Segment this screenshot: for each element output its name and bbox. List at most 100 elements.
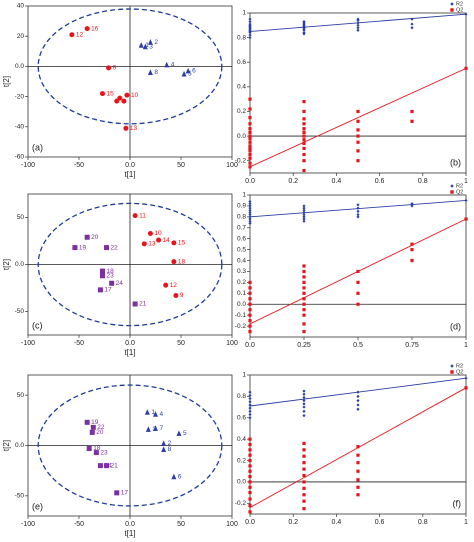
data-point bbox=[356, 213, 360, 217]
data-point bbox=[248, 464, 252, 468]
data-point bbox=[69, 32, 75, 38]
data-point bbox=[356, 493, 360, 497]
data-point bbox=[248, 210, 252, 215]
point-label: 12 bbox=[76, 31, 84, 38]
point-label: 18 bbox=[178, 258, 186, 265]
y-tick-label: -60 bbox=[15, 154, 25, 161]
point-label: 17 bbox=[104, 287, 112, 294]
data-point bbox=[248, 208, 252, 212]
y-tick-label: 0.0 bbox=[15, 261, 24, 268]
data-point bbox=[356, 28, 360, 32]
data-point bbox=[147, 230, 153, 236]
data-point bbox=[248, 140, 252, 144]
data-point bbox=[99, 268, 105, 274]
point-label: 9 bbox=[113, 65, 117, 72]
data-point bbox=[302, 141, 306, 146]
y-tick-label: 0.4 bbox=[237, 257, 246, 264]
data-point bbox=[302, 486, 306, 490]
data-point bbox=[302, 217, 306, 221]
point-label: 2 bbox=[168, 440, 172, 447]
data-point bbox=[302, 215, 306, 219]
data-point bbox=[464, 376, 468, 380]
data-point bbox=[132, 301, 138, 307]
point-label: 18 bbox=[106, 268, 114, 275]
data-point bbox=[356, 215, 360, 219]
data-point bbox=[248, 17, 252, 21]
data-point bbox=[356, 390, 360, 394]
legend-marker bbox=[450, 184, 454, 188]
data-point bbox=[302, 313, 306, 317]
y-tick-label: 0.4 bbox=[237, 436, 246, 443]
x-tick-label: 0.0 bbox=[125, 340, 135, 347]
data-point bbox=[302, 146, 306, 150]
data-point bbox=[302, 414, 306, 418]
x-tick-label: 0.4 bbox=[332, 519, 342, 526]
data-point bbox=[248, 412, 252, 417]
data-point bbox=[302, 402, 306, 406]
data-point bbox=[356, 149, 360, 153]
point-label: 17 bbox=[121, 490, 129, 497]
data-point bbox=[90, 424, 96, 430]
data-point bbox=[356, 453, 360, 457]
y-axis-label: t[2] bbox=[2, 440, 11, 451]
data-point bbox=[410, 242, 414, 246]
data-point bbox=[124, 92, 130, 98]
data-point bbox=[356, 445, 360, 449]
y-tick-label: -50 bbox=[15, 308, 25, 315]
point-label: 20 bbox=[96, 429, 104, 436]
data-point bbox=[248, 20, 252, 24]
y-axis-label: t[2] bbox=[2, 76, 11, 87]
data-point bbox=[356, 394, 360, 398]
confidence-ellipse bbox=[37, 384, 223, 507]
point-label: 10 bbox=[154, 230, 162, 237]
point-label: 3 bbox=[149, 43, 153, 50]
data-point bbox=[248, 286, 252, 290]
regression-line bbox=[249, 67, 467, 168]
data-point bbox=[410, 22, 414, 26]
data-point bbox=[84, 26, 90, 32]
data-point bbox=[181, 70, 187, 77]
data-point bbox=[356, 17, 360, 21]
x-tick-label: 1 bbox=[464, 342, 468, 349]
x-tick-label: 1 bbox=[464, 519, 468, 526]
data-point bbox=[248, 165, 252, 169]
data-point bbox=[302, 20, 306, 24]
data-point bbox=[356, 461, 360, 465]
point-label: 23 bbox=[100, 449, 108, 456]
data-point bbox=[302, 395, 306, 400]
legend-label: Q2 bbox=[456, 7, 463, 13]
point-label: 13 bbox=[148, 241, 156, 248]
data-point bbox=[356, 209, 360, 213]
x-tick-label: 50 bbox=[177, 521, 185, 528]
data-point bbox=[302, 269, 306, 274]
y-tick-label: 0.1 bbox=[237, 290, 246, 297]
data-point bbox=[464, 66, 468, 70]
data-point bbox=[356, 119, 360, 123]
legend-marker bbox=[450, 8, 454, 12]
data-point bbox=[248, 156, 252, 160]
data-point bbox=[302, 138, 306, 142]
data-point bbox=[302, 454, 306, 458]
y-tick-label: -0.2 bbox=[235, 323, 247, 330]
x-tick-label: 50 bbox=[177, 340, 185, 347]
data-point bbox=[248, 33, 252, 37]
data-point bbox=[97, 463, 103, 469]
data-point bbox=[302, 441, 306, 446]
data-point bbox=[176, 430, 182, 436]
data-point bbox=[302, 208, 306, 212]
y-tick-label: 0.0 bbox=[237, 133, 246, 140]
data-point bbox=[302, 122, 306, 126]
point-label: 2 bbox=[154, 39, 158, 46]
data-point bbox=[410, 258, 414, 263]
data-point bbox=[248, 221, 252, 225]
data-point bbox=[97, 287, 103, 293]
x-tick-label: 0.0 bbox=[125, 162, 135, 169]
panel-e: -100-500.050100-500.05014375286192220182… bbox=[2, 374, 238, 538]
data-point bbox=[248, 134, 252, 138]
point-label: 6 bbox=[192, 68, 196, 75]
data-point bbox=[104, 463, 110, 469]
data-point bbox=[248, 136, 252, 141]
data-point bbox=[356, 23, 360, 27]
legend-label: R2 bbox=[456, 1, 463, 7]
